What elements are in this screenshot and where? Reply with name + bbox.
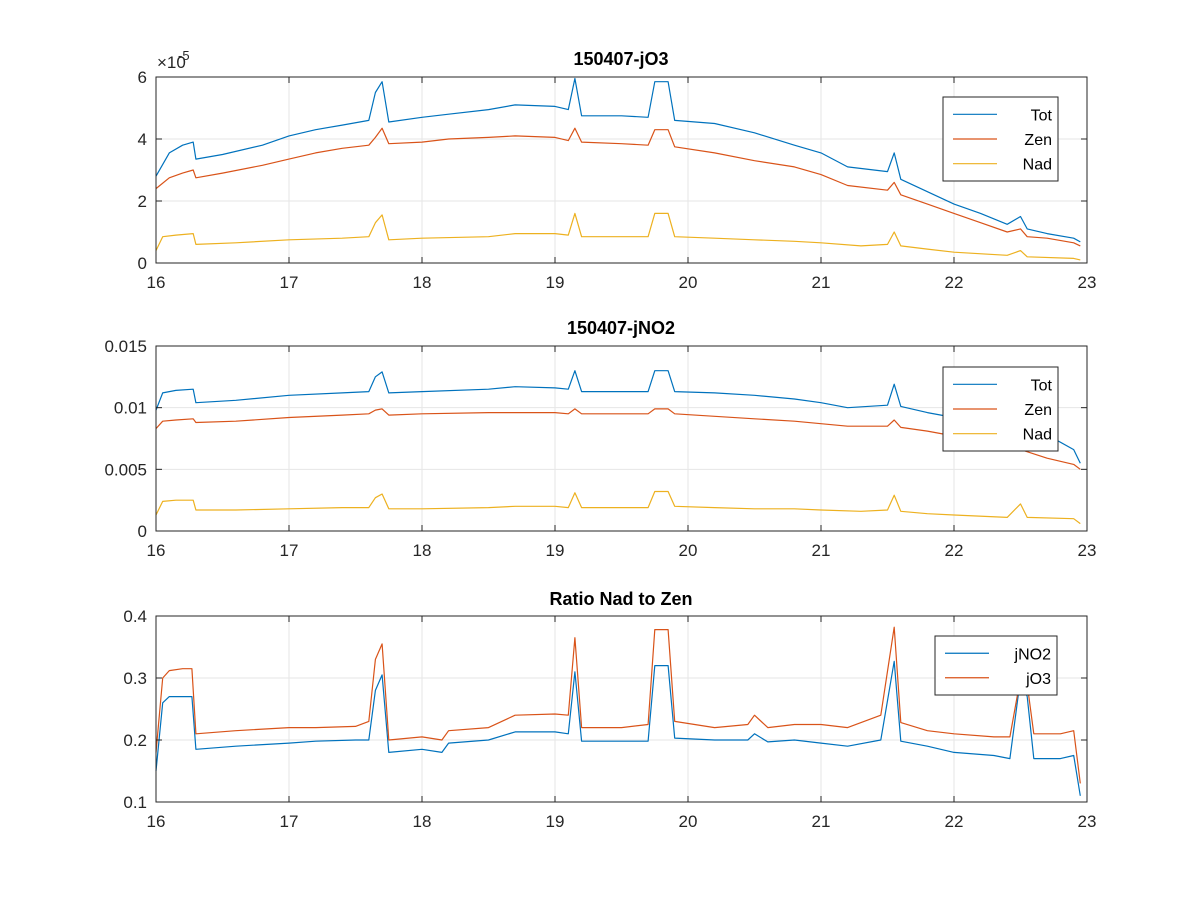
legend-label-tot: Tot	[1031, 377, 1053, 394]
chart-title: 150407-jO3	[573, 49, 668, 69]
plot-area	[156, 77, 1087, 263]
plot-area	[156, 616, 1087, 802]
y-tick-label: 0.1	[123, 793, 147, 812]
y-tick-label: 0.3	[123, 669, 147, 688]
chart-panel-ratio: 16 17 18 19 20 21 22 23 0.1 0.2 0.3 0.4 jNO2 jO3 Ratio…	[123, 589, 1096, 831]
y-tick-label: 4	[138, 130, 147, 149]
x-tick-label: 22	[945, 812, 964, 831]
legend-box	[934, 635, 1058, 696]
chart-panel-jno2: 16 17 18 19 20 21 22 23 0 0.005 0.01 0.015 Tot Zen Nad…	[104, 318, 1096, 560]
x-tick-label: 16	[147, 541, 166, 560]
x-tick-label: 21	[812, 273, 831, 292]
x-tick-label: 20	[679, 541, 698, 560]
x-tick-label: 21	[812, 541, 831, 560]
x-tick-label: 22	[945, 273, 964, 292]
y-exponent-label: ×10 -5	[157, 48, 190, 72]
series-line-zen	[155, 127, 1081, 247]
series-line-jo3	[155, 626, 1081, 784]
legend-label-nad: Nad	[1023, 427, 1052, 444]
series-line-zen	[155, 408, 1081, 470]
y-exponent-power: -5	[178, 48, 190, 63]
legend-label-jo3: jO3	[1025, 671, 1051, 688]
x-tick-label: 17	[280, 273, 299, 292]
x-tick-label: 17	[280, 541, 299, 560]
x-tick-label: 23	[1078, 541, 1097, 560]
y-tick-label: 2	[138, 192, 147, 211]
legend: Tot Zen Nad	[942, 366, 1059, 452]
series-line-tot	[155, 77, 1081, 243]
axes-box	[155, 345, 1088, 532]
x-tick-label: 16	[147, 273, 166, 292]
series-line-jno2	[155, 660, 1081, 796]
plot-area	[156, 346, 1087, 531]
y-tick-label: 0.005	[104, 460, 147, 479]
legend-label-nad: Nad	[1023, 157, 1052, 174]
x-tick-label: 19	[546, 541, 565, 560]
chart-title: 150407-jNO2	[567, 318, 675, 338]
y-tick-label: 0.2	[123, 731, 147, 750]
x-tick-label: 16	[147, 812, 166, 831]
x-tick-label: 23	[1078, 273, 1097, 292]
axes-box	[155, 76, 1088, 264]
x-tick-label: 23	[1078, 812, 1097, 831]
x-tick-label: 22	[945, 541, 964, 560]
series-line-tot	[155, 370, 1081, 464]
y-tick-label: 0.015	[104, 337, 147, 356]
chart-panel-jo3: 16 17 18 19 20 21 22 230246TotZenNad150407-jO3 …	[138, 48, 1097, 292]
x-tick-label: 18	[413, 273, 432, 292]
x-tick-label: 19	[546, 273, 565, 292]
y-tick-label: 0	[138, 254, 147, 273]
y-tick-label: 6	[138, 68, 147, 87]
y-tick-label: 0.01	[114, 399, 147, 418]
chart-title: Ratio Nad to Zen	[550, 589, 693, 609]
legend: jNO2 jO3	[934, 635, 1058, 696]
x-tick-label: 19	[546, 812, 565, 831]
series-line-nad	[155, 490, 1081, 525]
y-tick-label: 0.4	[123, 607, 147, 626]
legend-label-zen: Zen	[1024, 132, 1052, 149]
legend-label-zen: Zen	[1024, 402, 1052, 419]
y-tick-label: 0	[138, 522, 147, 541]
x-tick-label: 20	[679, 273, 698, 292]
legend: Tot Zen Nad	[942, 96, 1059, 182]
x-tick-label: 18	[413, 541, 432, 560]
axes-box	[155, 615, 1088, 803]
x-tick-label: 17	[280, 812, 299, 831]
legend-label-jno2: jNO2	[1014, 646, 1052, 663]
y-exponent-base: ×10	[157, 53, 186, 72]
x-tick-label: 20	[679, 812, 698, 831]
x-tick-label: 18	[413, 812, 432, 831]
series-line-nad	[155, 212, 1081, 261]
x-tick-label: 21	[812, 812, 831, 831]
legend-label-tot: Tot	[1031, 107, 1053, 124]
